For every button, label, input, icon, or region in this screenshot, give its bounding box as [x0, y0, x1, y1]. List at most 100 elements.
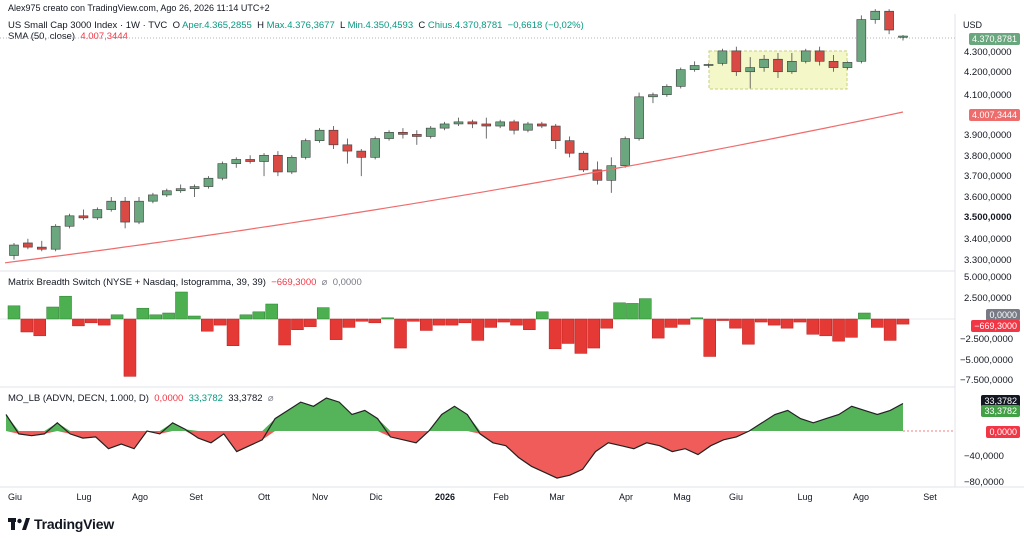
candle[interactable] [662, 86, 672, 96]
histogram-bar[interactable] [162, 312, 175, 320]
histogram-bar[interactable] [703, 318, 716, 357]
histogram-bar[interactable] [252, 311, 266, 320]
candle[interactable] [148, 194, 158, 202]
candle[interactable] [134, 200, 144, 223]
candle[interactable] [245, 159, 255, 162]
histogram-bar[interactable] [664, 318, 678, 328]
histogram-bar[interactable] [368, 318, 382, 324]
candle[interactable] [106, 200, 117, 210]
histogram-bar[interactable] [458, 318, 472, 324]
histogram-bar[interactable] [329, 318, 343, 340]
histogram-bar[interactable] [471, 318, 485, 341]
histogram-bar[interactable] [394, 318, 407, 349]
histogram-bar[interactable] [355, 318, 369, 322]
candle[interactable] [509, 121, 519, 131]
histogram-bar[interactable] [510, 318, 523, 326]
histogram-bar[interactable] [523, 318, 536, 330]
histogram-bar[interactable] [213, 318, 227, 326]
sma-label[interactable]: SMA (50, close) [8, 31, 76, 42]
candle[interactable] [620, 138, 630, 167]
candle[interactable] [523, 123, 533, 131]
candle[interactable] [717, 50, 728, 64]
histogram-bar[interactable] [767, 318, 781, 326]
histogram-bar[interactable] [432, 318, 446, 326]
candle[interactable] [78, 215, 89, 219]
histogram-bar[interactable] [845, 318, 858, 338]
histogram-bar[interactable] [497, 318, 510, 323]
candle[interactable] [495, 121, 505, 127]
candle[interactable] [412, 134, 422, 137]
histogram-bar[interactable] [175, 291, 188, 320]
histogram-bar[interactable] [381, 317, 394, 320]
histogram-bar[interactable] [677, 318, 691, 325]
histogram-bar[interactable] [755, 318, 768, 323]
candle[interactable] [203, 177, 214, 187]
candle[interactable] [856, 19, 867, 62]
histogram-bar[interactable] [883, 318, 897, 341]
candle[interactable] [828, 61, 839, 68]
histogram-bar[interactable] [445, 318, 459, 326]
histogram-bar[interactable] [535, 311, 549, 320]
candle[interactable] [634, 96, 644, 139]
candle[interactable] [64, 215, 75, 227]
histogram-bar[interactable] [832, 318, 845, 342]
candle[interactable] [731, 50, 742, 73]
histogram-bar[interactable] [136, 307, 150, 320]
histogram-bar[interactable] [188, 315, 201, 320]
histogram-bar[interactable] [123, 318, 137, 377]
histogram-bar[interactable] [690, 317, 704, 320]
histogram-bar[interactable] [85, 318, 98, 324]
candle[interactable] [467, 121, 478, 125]
candle[interactable] [800, 50, 811, 62]
candle[interactable] [273, 154, 283, 173]
histogram-bar[interactable] [548, 318, 562, 350]
candle[interactable] [425, 127, 436, 137]
sma-line[interactable] [4, 111, 904, 264]
histogram-bar[interactable] [574, 318, 588, 354]
candle[interactable] [898, 35, 908, 38]
candle[interactable] [342, 144, 353, 152]
candle[interactable] [161, 190, 172, 196]
histogram-bar[interactable] [729, 318, 742, 329]
histogram-bar[interactable] [639, 298, 652, 320]
candle[interactable] [870, 10, 881, 20]
histogram-bar[interactable] [342, 318, 356, 328]
histogram-bar[interactable] [780, 318, 794, 329]
mo-line[interactable] [5, 397, 904, 479]
histogram-bar[interactable] [46, 306, 59, 320]
candle[interactable] [189, 186, 200, 189]
histogram-bar[interactable] [561, 318, 575, 344]
candle[interactable] [675, 69, 686, 87]
histogram-bar[interactable] [858, 312, 871, 320]
histogram-bar[interactable] [59, 295, 72, 320]
breadth-title[interactable]: Matrix Breadth Switch (NYSE + Nasdaq, Is… [8, 277, 266, 288]
candle[interactable] [842, 62, 853, 68]
candle[interactable] [370, 138, 380, 158]
candle[interactable] [92, 209, 103, 219]
candle[interactable] [314, 129, 325, 141]
candle[interactable] [537, 123, 547, 127]
histogram-bar[interactable] [626, 303, 639, 320]
histogram-bar[interactable] [291, 318, 304, 330]
histogram-bar[interactable] [819, 318, 832, 337]
candle[interactable] [773, 58, 783, 73]
symbol-title[interactable]: US Small Cap 3000 Index · 1W · TVC [8, 20, 168, 31]
candle[interactable] [287, 157, 297, 173]
histogram-bar[interactable] [33, 318, 47, 337]
candle[interactable] [328, 129, 339, 146]
histogram-bar[interactable] [806, 318, 820, 335]
histogram-bar[interactable] [651, 318, 665, 339]
candle[interactable] [36, 246, 47, 250]
histogram-bar[interactable] [407, 318, 420, 322]
histogram-bar[interactable] [265, 303, 278, 320]
histogram-bar[interactable] [110, 314, 124, 320]
candle[interactable] [9, 244, 19, 256]
histogram-bar[interactable] [716, 318, 729, 321]
histogram-bar[interactable] [72, 318, 85, 327]
histogram-bar[interactable] [742, 318, 755, 345]
candle[interactable] [231, 159, 242, 164]
histogram-bar[interactable] [304, 318, 317, 327]
candle[interactable] [787, 61, 797, 73]
candle[interactable] [120, 200, 130, 223]
